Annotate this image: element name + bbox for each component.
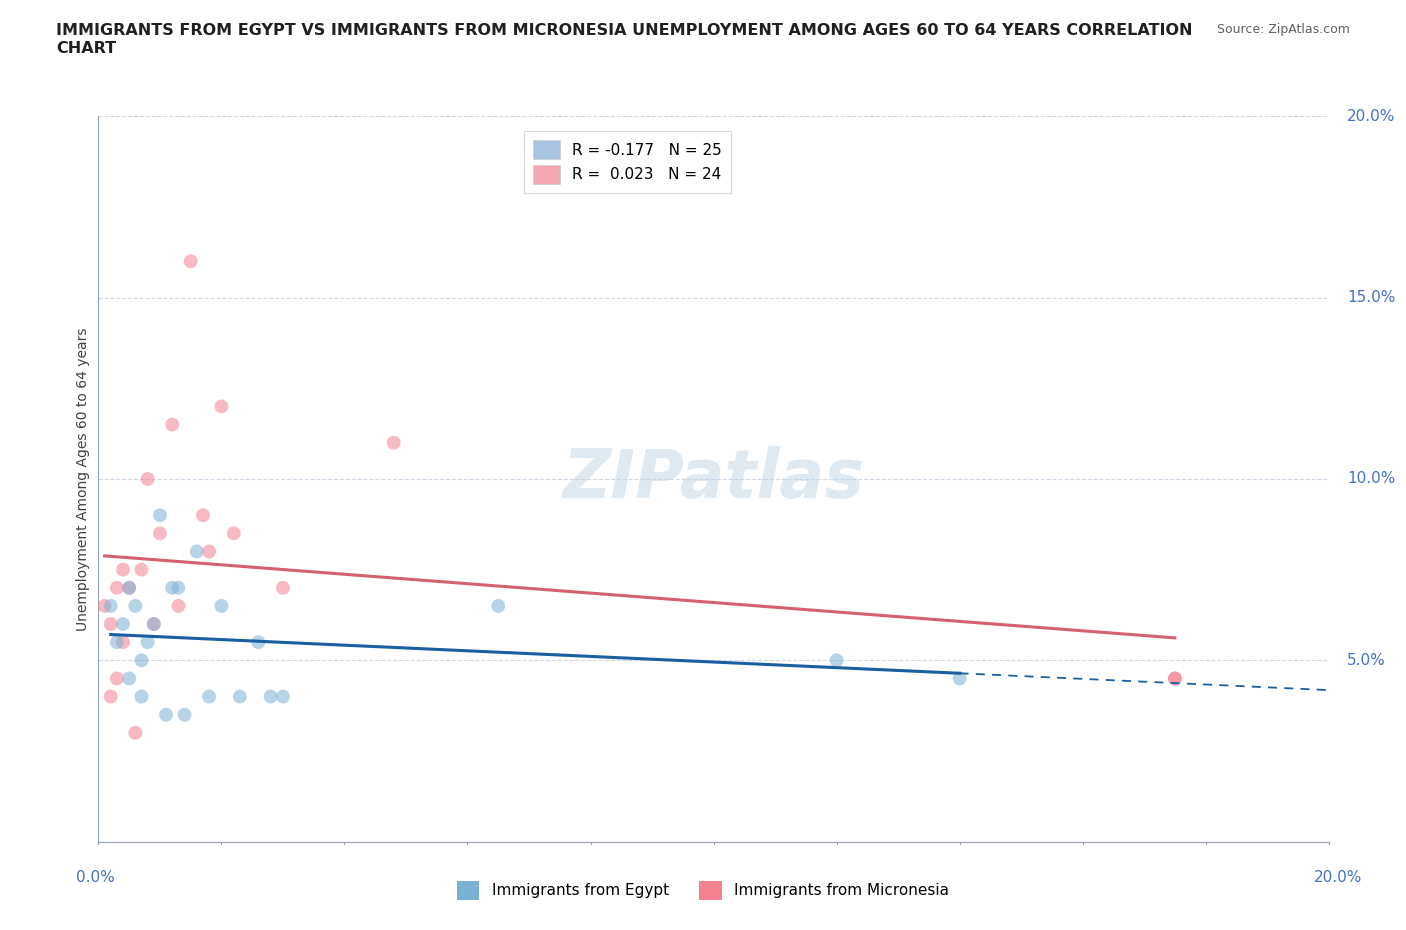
Point xyxy=(112,635,135,650)
Point xyxy=(162,417,183,432)
Point xyxy=(949,671,972,686)
Point xyxy=(149,526,172,541)
Text: IMMIGRANTS FROM EGYPT VS IMMIGRANTS FROM MICRONESIA UNEMPLOYMENT AMONG AGES 60 T: IMMIGRANTS FROM EGYPT VS IMMIGRANTS FROM… xyxy=(56,23,1192,56)
Text: 10.0%: 10.0% xyxy=(1347,472,1396,486)
Point xyxy=(247,635,270,650)
Point xyxy=(222,526,245,541)
Point xyxy=(131,653,153,668)
Point xyxy=(105,635,128,650)
Text: ZIPatlas: ZIPatlas xyxy=(562,446,865,512)
Point xyxy=(118,671,141,686)
Text: 20.0%: 20.0% xyxy=(1347,109,1396,124)
Point xyxy=(198,689,221,704)
Point xyxy=(142,617,165,631)
Legend: Immigrants from Egypt, Immigrants from Micronesia: Immigrants from Egypt, Immigrants from M… xyxy=(450,875,956,906)
Point xyxy=(124,725,146,740)
Point xyxy=(155,707,177,722)
Point xyxy=(118,580,141,595)
Point xyxy=(1164,671,1187,686)
Point xyxy=(211,399,233,414)
Point xyxy=(167,599,190,614)
Point xyxy=(100,689,122,704)
Point xyxy=(112,562,135,577)
Point xyxy=(167,580,190,595)
Text: 0.0%: 0.0% xyxy=(76,870,115,884)
Point xyxy=(131,689,153,704)
Point xyxy=(105,671,128,686)
Y-axis label: Unemployment Among Ages 60 to 64 years: Unemployment Among Ages 60 to 64 years xyxy=(76,327,90,631)
Point xyxy=(173,707,195,722)
Point xyxy=(100,617,122,631)
Point xyxy=(211,599,233,614)
Point xyxy=(186,544,208,559)
Point xyxy=(198,544,221,559)
Point xyxy=(131,562,153,577)
Point xyxy=(825,653,848,668)
Point xyxy=(136,472,159,486)
Point xyxy=(142,617,165,631)
Point xyxy=(93,599,115,614)
Point xyxy=(162,580,183,595)
Point xyxy=(180,254,202,269)
Text: Source: ZipAtlas.com: Source: ZipAtlas.com xyxy=(1216,23,1350,36)
Text: 20.0%: 20.0% xyxy=(1315,870,1362,884)
Point xyxy=(271,580,294,595)
Point xyxy=(100,599,122,614)
Point xyxy=(382,435,405,450)
Point xyxy=(105,580,128,595)
Point xyxy=(149,508,172,523)
Point xyxy=(271,689,294,704)
Point xyxy=(1164,671,1187,686)
Point xyxy=(118,580,141,595)
Point xyxy=(486,599,509,614)
Text: 5.0%: 5.0% xyxy=(1347,653,1386,668)
Text: 15.0%: 15.0% xyxy=(1347,290,1396,305)
Point xyxy=(191,508,214,523)
Point xyxy=(136,635,159,650)
Point xyxy=(112,617,135,631)
Point xyxy=(124,599,146,614)
Legend: R = -0.177   N = 25, R =  0.023   N = 24: R = -0.177 N = 25, R = 0.023 N = 24 xyxy=(523,131,731,193)
Point xyxy=(260,689,283,704)
Point xyxy=(229,689,252,704)
